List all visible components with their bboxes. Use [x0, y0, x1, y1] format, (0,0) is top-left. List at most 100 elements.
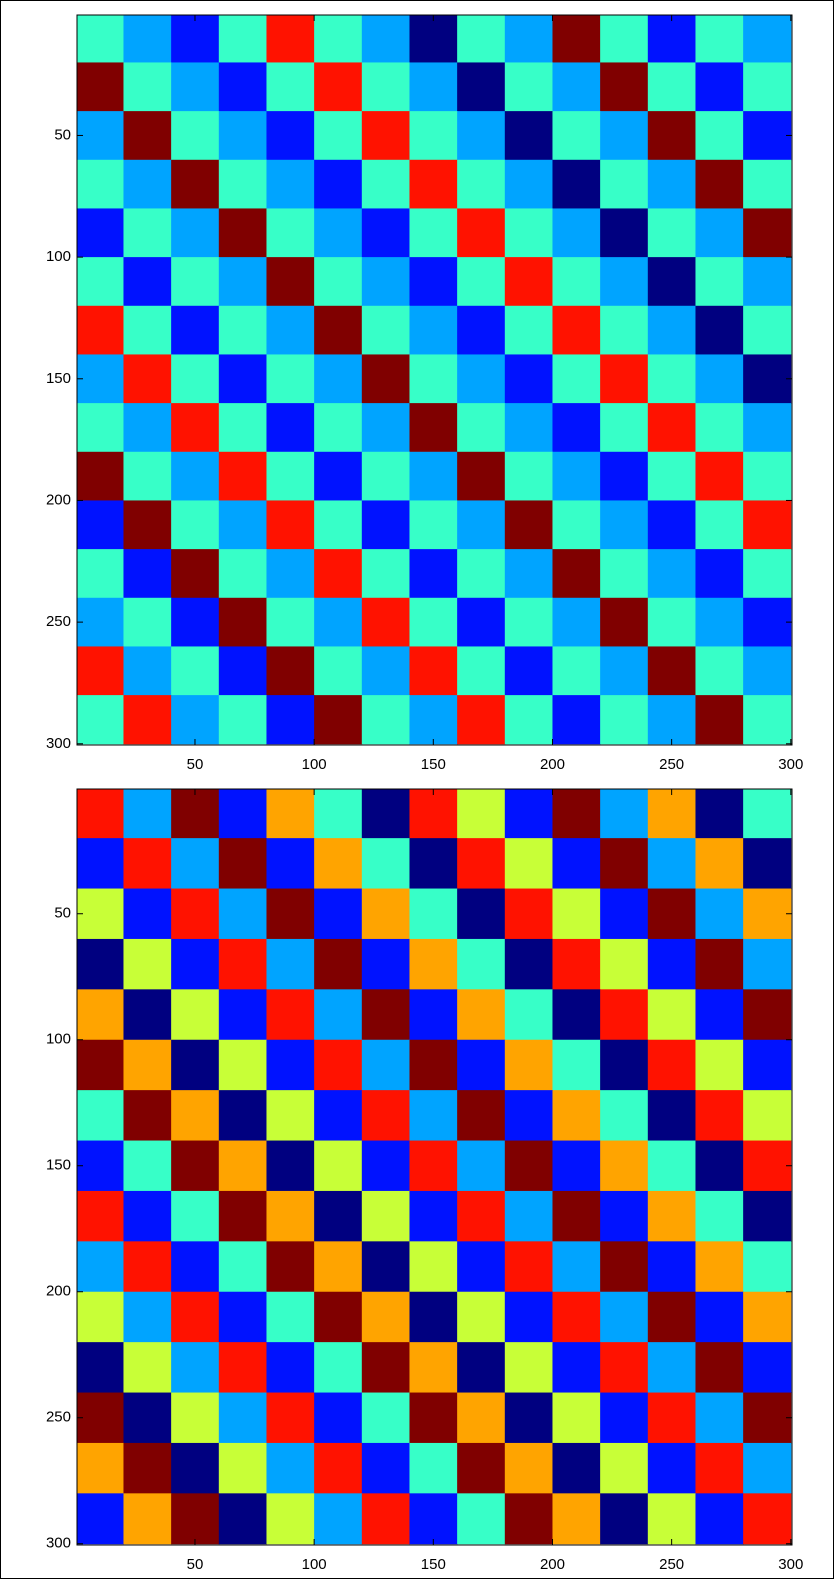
heatmap-cell: [457, 354, 506, 404]
heatmap-cell: [457, 1190, 506, 1242]
heatmap-cell: [314, 354, 363, 404]
heatmap-cell: [123, 1039, 172, 1091]
heatmap-cell: [361, 15, 410, 63]
heatmap-cell: [171, 989, 220, 1041]
heatmap-cell: [171, 646, 220, 696]
heatmap-cell: [361, 938, 410, 990]
heatmap-cell: [77, 789, 124, 839]
heatmap-cell: [647, 597, 696, 647]
heatmap-cell: [218, 111, 267, 161]
heatmap-cell: [218, 62, 267, 112]
heatmap-cell: [171, 1291, 220, 1343]
heatmap-cell: [77, 838, 124, 890]
heatmap-cell: [171, 789, 220, 839]
heatmap-cell: [171, 15, 220, 63]
heatmap-cell: [361, 989, 410, 1041]
x-tick-label: 50: [187, 756, 204, 773]
heatmap-cell: [600, 1090, 649, 1142]
y-tick-label: 300: [46, 735, 71, 752]
heatmap-cell: [218, 1442, 267, 1494]
heatmap-cell: [314, 646, 363, 696]
heatmap-cell: [600, 646, 649, 696]
heatmap-cell: [695, 989, 744, 1041]
heatmap-cell: [552, 1039, 601, 1091]
heatmap-cell: [552, 62, 601, 112]
heatmap-cell: [266, 15, 315, 63]
heatmap-cell: [409, 1140, 458, 1192]
heatmap-cell: [695, 549, 744, 599]
heatmap-cell: [552, 208, 601, 258]
heatmap-cell: [123, 789, 172, 839]
heatmap-cell: [171, 695, 220, 745]
heatmap-cell: [171, 1039, 220, 1091]
heatmap-cell: [314, 1493, 363, 1545]
heatmap-cell: [123, 695, 172, 745]
heatmap-cell: [457, 1493, 506, 1545]
y-tick-label: 150: [46, 370, 71, 387]
heatmap-cell: [77, 257, 124, 307]
heatmap-cell: [695, 305, 744, 355]
heatmap-cell: [409, 1392, 458, 1444]
heatmap-cell: [504, 451, 553, 501]
heatmap-cell: [77, 1342, 124, 1394]
heatmap-cell: [552, 1140, 601, 1192]
heatmap-cell: [552, 1392, 601, 1444]
heatmap-cell: [647, 549, 696, 599]
heatmap-cell: [600, 1140, 649, 1192]
heatmap-cell: [457, 695, 506, 745]
heatmap-cell: [361, 789, 410, 839]
heatmap-cell: [504, 257, 553, 307]
heatmap-cell: [552, 354, 601, 404]
heatmap-cell: [218, 838, 267, 890]
x-tick-label: 100: [302, 1556, 327, 1573]
heatmap-cell: [266, 62, 315, 112]
heatmap-cell: [647, 451, 696, 501]
heatmap-cell: [504, 1342, 553, 1394]
heatmap-cell: [361, 1392, 410, 1444]
x-tick-label: 50: [187, 1556, 204, 1573]
heatmap-cell: [171, 159, 220, 209]
heatmap-cell: [266, 1392, 315, 1444]
heatmap-cell: [361, 403, 410, 453]
heatmap-cell: [743, 597, 792, 647]
heatmap-cell: [647, 500, 696, 550]
heatmap-cell: [647, 1392, 696, 1444]
x-tick-label: 300: [778, 756, 803, 773]
axes-box: [76, 788, 793, 1546]
heatmap-cell: [218, 305, 267, 355]
heatmap-cell: [361, 305, 410, 355]
heatmap-cell: [743, 111, 792, 161]
heatmap-cell: [695, 257, 744, 307]
heatmap-cell: [743, 1140, 792, 1192]
heatmap-cell: [647, 257, 696, 307]
heatmap-cell: [457, 549, 506, 599]
heatmap-cell: [647, 838, 696, 890]
heatmap-cell: [552, 789, 601, 839]
heatmap-cell: [361, 1090, 410, 1142]
heatmap-cell: [552, 646, 601, 696]
heatmap-cell: [409, 938, 458, 990]
heatmap-cell: [552, 15, 601, 63]
heatmap-cell: [171, 1493, 220, 1545]
heatmap-cell: [743, 159, 792, 209]
heatmap-cell: [647, 1090, 696, 1142]
heatmap-cell: [552, 305, 601, 355]
heatmap-cell: [504, 111, 553, 161]
heatmap-cell: [361, 1493, 410, 1545]
heatmap-cell: [457, 62, 506, 112]
heatmap-cell: [266, 159, 315, 209]
heatmap-cell: [743, 549, 792, 599]
heatmap-cell: [552, 888, 601, 940]
heatmap-cell: [600, 1493, 649, 1545]
heatmap-cell: [123, 111, 172, 161]
heatmap-cell: [361, 646, 410, 696]
heatmap-cell: [647, 989, 696, 1041]
heatmap-cell: [218, 1039, 267, 1091]
heatmap-cell: [77, 62, 124, 112]
x-tick-label: 250: [659, 1556, 684, 1573]
heatmap-cell: [409, 789, 458, 839]
heatmap-cell: [743, 838, 792, 890]
heatmap-cell: [743, 208, 792, 258]
heatmap-cell: [457, 1291, 506, 1343]
heatmap-cell: [409, 695, 458, 745]
